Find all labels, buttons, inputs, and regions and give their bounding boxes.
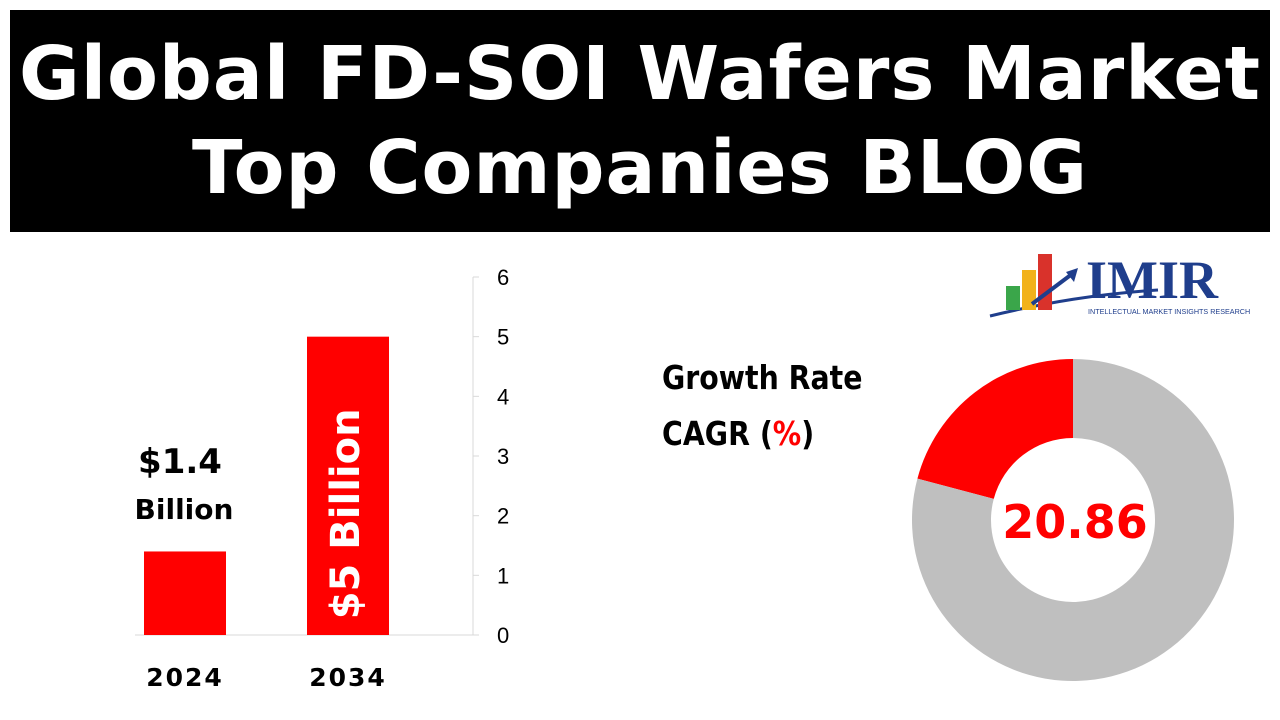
data-label-2034: $5 Billion xyxy=(323,408,369,619)
growth-rate-line1: Growth Rate xyxy=(662,358,863,397)
cagr-suffix: ) xyxy=(801,414,815,453)
bar-2034 xyxy=(307,336,389,635)
donut-center-label: 20.86 xyxy=(1002,495,1148,549)
y-tick-label: 5 xyxy=(497,325,509,350)
title-line-2: Top Companies BLOG xyxy=(192,125,1088,211)
donut-slice-0 xyxy=(917,359,1073,499)
y-tick-label: 3 xyxy=(497,444,509,469)
y-tick-label: 0 xyxy=(497,623,509,648)
logo-bar-red xyxy=(1038,254,1052,310)
logo-bar-green xyxy=(1006,286,1020,310)
bar-2024 xyxy=(144,551,226,635)
logo-arrow-head xyxy=(1066,268,1078,282)
cagr-prefix: CAGR ( xyxy=(662,414,773,453)
donut-slice-1 xyxy=(911,359,1234,682)
logo-bar-yellow xyxy=(1022,270,1036,310)
bar-chart: 0 1 2 3 4 5 6 2024 2034 $1.4 Billion $5 Billion xyxy=(135,265,510,692)
y-tick-label: 2 xyxy=(497,504,509,529)
data-label-2024-unit: Billion xyxy=(135,493,234,526)
y-tick-label: 6 xyxy=(497,265,509,290)
title-line-1: Global FD-SOI Wafers Market xyxy=(18,31,1261,117)
y-tick-label: 1 xyxy=(497,563,509,588)
y-tick-label: 4 xyxy=(497,384,509,409)
growth-rate-label: Growth Rate CAGR (%) xyxy=(662,350,862,462)
imir-logo: IMIR INTELLECTUAL MARKET INSIGHTS RESEAR… xyxy=(989,250,1250,318)
growth-rate-line2: CAGR (%) xyxy=(662,406,862,462)
x-tick-label: 2024 xyxy=(146,663,224,692)
logo-wordmark: IMIR xyxy=(1086,250,1219,310)
donut-chart: 20.86 xyxy=(911,359,1234,682)
logo-swoosh xyxy=(989,288,1159,318)
data-label-2024-value: $1.4 xyxy=(138,442,222,482)
logo-arrow-shaft xyxy=(1030,272,1074,306)
logo-tagline: INTELLECTUAL MARKET INSIGHTS RESEARCH xyxy=(1088,307,1250,316)
header-banner: Global FD-SOI Wafers Market Top Companie… xyxy=(10,10,1270,232)
percent-symbol: % xyxy=(772,414,802,453)
x-tick-label: 2034 xyxy=(309,663,387,692)
